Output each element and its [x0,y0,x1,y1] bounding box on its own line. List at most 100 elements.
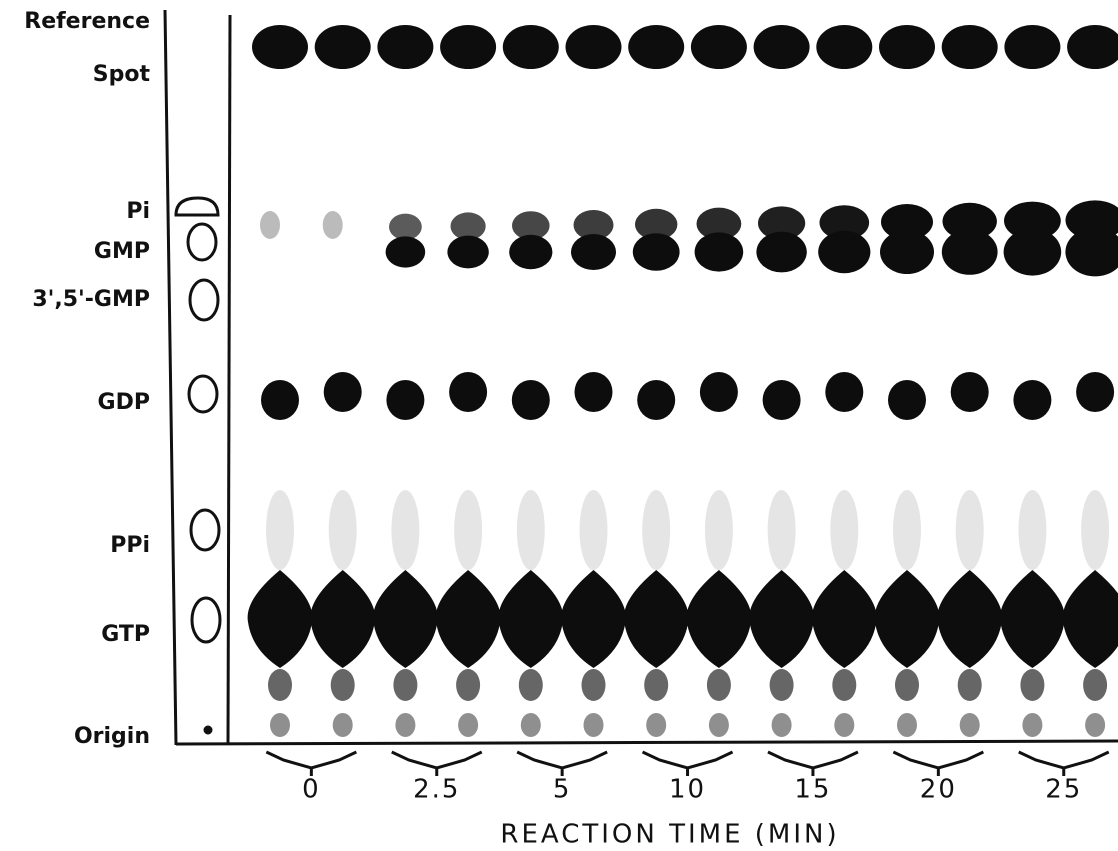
origin-spot [395,713,416,737]
reference-spot [252,25,308,69]
lower-spot [644,669,669,701]
lane-divider [226,14,232,746]
gtp-spot [1000,570,1065,668]
gtp-spot [937,570,1003,668]
gtp-spot [373,570,438,668]
spots [247,25,1118,776]
lower-spot [456,669,481,701]
gdp-spot [888,380,926,420]
standard-markers [174,196,222,735]
gdp-spot [449,372,488,412]
lane-brace [516,750,608,776]
reference-spot [1067,25,1118,69]
origin-spot [708,713,729,737]
lower-spot [1020,669,1045,701]
standard-cgmp [188,278,220,322]
origin-spot [834,713,855,737]
gdp-spot [261,380,299,420]
pi-spot [819,205,870,241]
ppi-smear [391,490,420,570]
standard-gdp [187,374,219,414]
reference-spot [690,25,747,69]
reference-spot [314,25,371,69]
origin-spot [897,713,917,737]
reference-spot [377,25,434,69]
ppi-smear [830,490,859,570]
standard-pi [174,196,220,217]
gmp-spot [880,230,934,274]
gdp-spot [511,380,550,420]
reference-spot [941,25,998,69]
origin-spot [520,713,541,737]
gmp-spot [509,234,553,270]
standard-origin [203,725,213,735]
gmp-spot [941,229,998,275]
gdp-spot [825,372,864,412]
origin-spot [959,713,980,737]
lane-brace [767,750,859,776]
pi-spot [758,206,806,240]
pi-spot [881,204,933,240]
gdp-spot [574,372,613,412]
row-label: Reference [24,9,150,34]
gmp-spot [1003,228,1062,276]
row-label: GTP [101,622,150,647]
gmp-spot [756,231,807,273]
gtp-spot [310,570,376,668]
origin-spot [458,713,479,737]
baseline [175,739,1118,746]
time-label: 25 [1045,775,1082,805]
pi-spot [450,212,486,240]
origin-spot [583,713,604,737]
time-label: 0 [302,775,321,805]
lower-spot [393,669,418,701]
lane-brace [641,750,734,776]
reference-spot [879,25,935,69]
standard-ppi [189,508,221,552]
gdp-spot [699,372,738,412]
row-label: PPi [110,533,150,558]
gtp-spot [1062,570,1118,668]
gdp-spot [386,380,425,420]
ppi-smear [266,490,294,570]
row-label: GMP [94,239,150,264]
pi-spot [512,211,550,241]
lane-brace [1018,750,1110,776]
ppi-smear [642,490,671,570]
lane-brace [391,750,483,776]
gtp-spot [247,570,313,668]
pi-spot [389,213,422,240]
gdp-spot [1076,372,1115,412]
origin-spot [270,713,290,737]
labels: Reference Spot Pi GMP 3',5'-GMP GDP PPi GTP Orig… [24,9,1082,805]
ppi-smear [454,490,483,570]
lower-spot [832,669,857,701]
gmp-spot [385,236,426,268]
gtp-spot [749,570,814,668]
gtp-spot [623,570,689,668]
time-label: 10 [669,775,706,805]
lane-brace [892,750,984,776]
gtp-spot [498,570,564,668]
reference-spot [1004,25,1061,69]
reference-spot [753,25,810,69]
standard-gtp [190,596,222,644]
reference-spot [502,25,559,69]
gmp-spot [818,230,871,274]
ppi-smear [893,490,921,570]
origin-spot [332,713,353,737]
reference-spot [816,25,873,69]
gtp-spot [686,570,752,668]
gdp-spot [323,372,362,412]
pi-spot [573,210,614,240]
reference-spot [628,25,685,69]
ppi-smear [516,490,545,570]
lane-brace [265,750,357,776]
ppi-smear [1081,490,1110,570]
gdp-spot [1013,380,1052,420]
origin-spot [646,713,667,737]
gmp-spot [447,235,489,269]
time-label: 5 [553,775,572,805]
